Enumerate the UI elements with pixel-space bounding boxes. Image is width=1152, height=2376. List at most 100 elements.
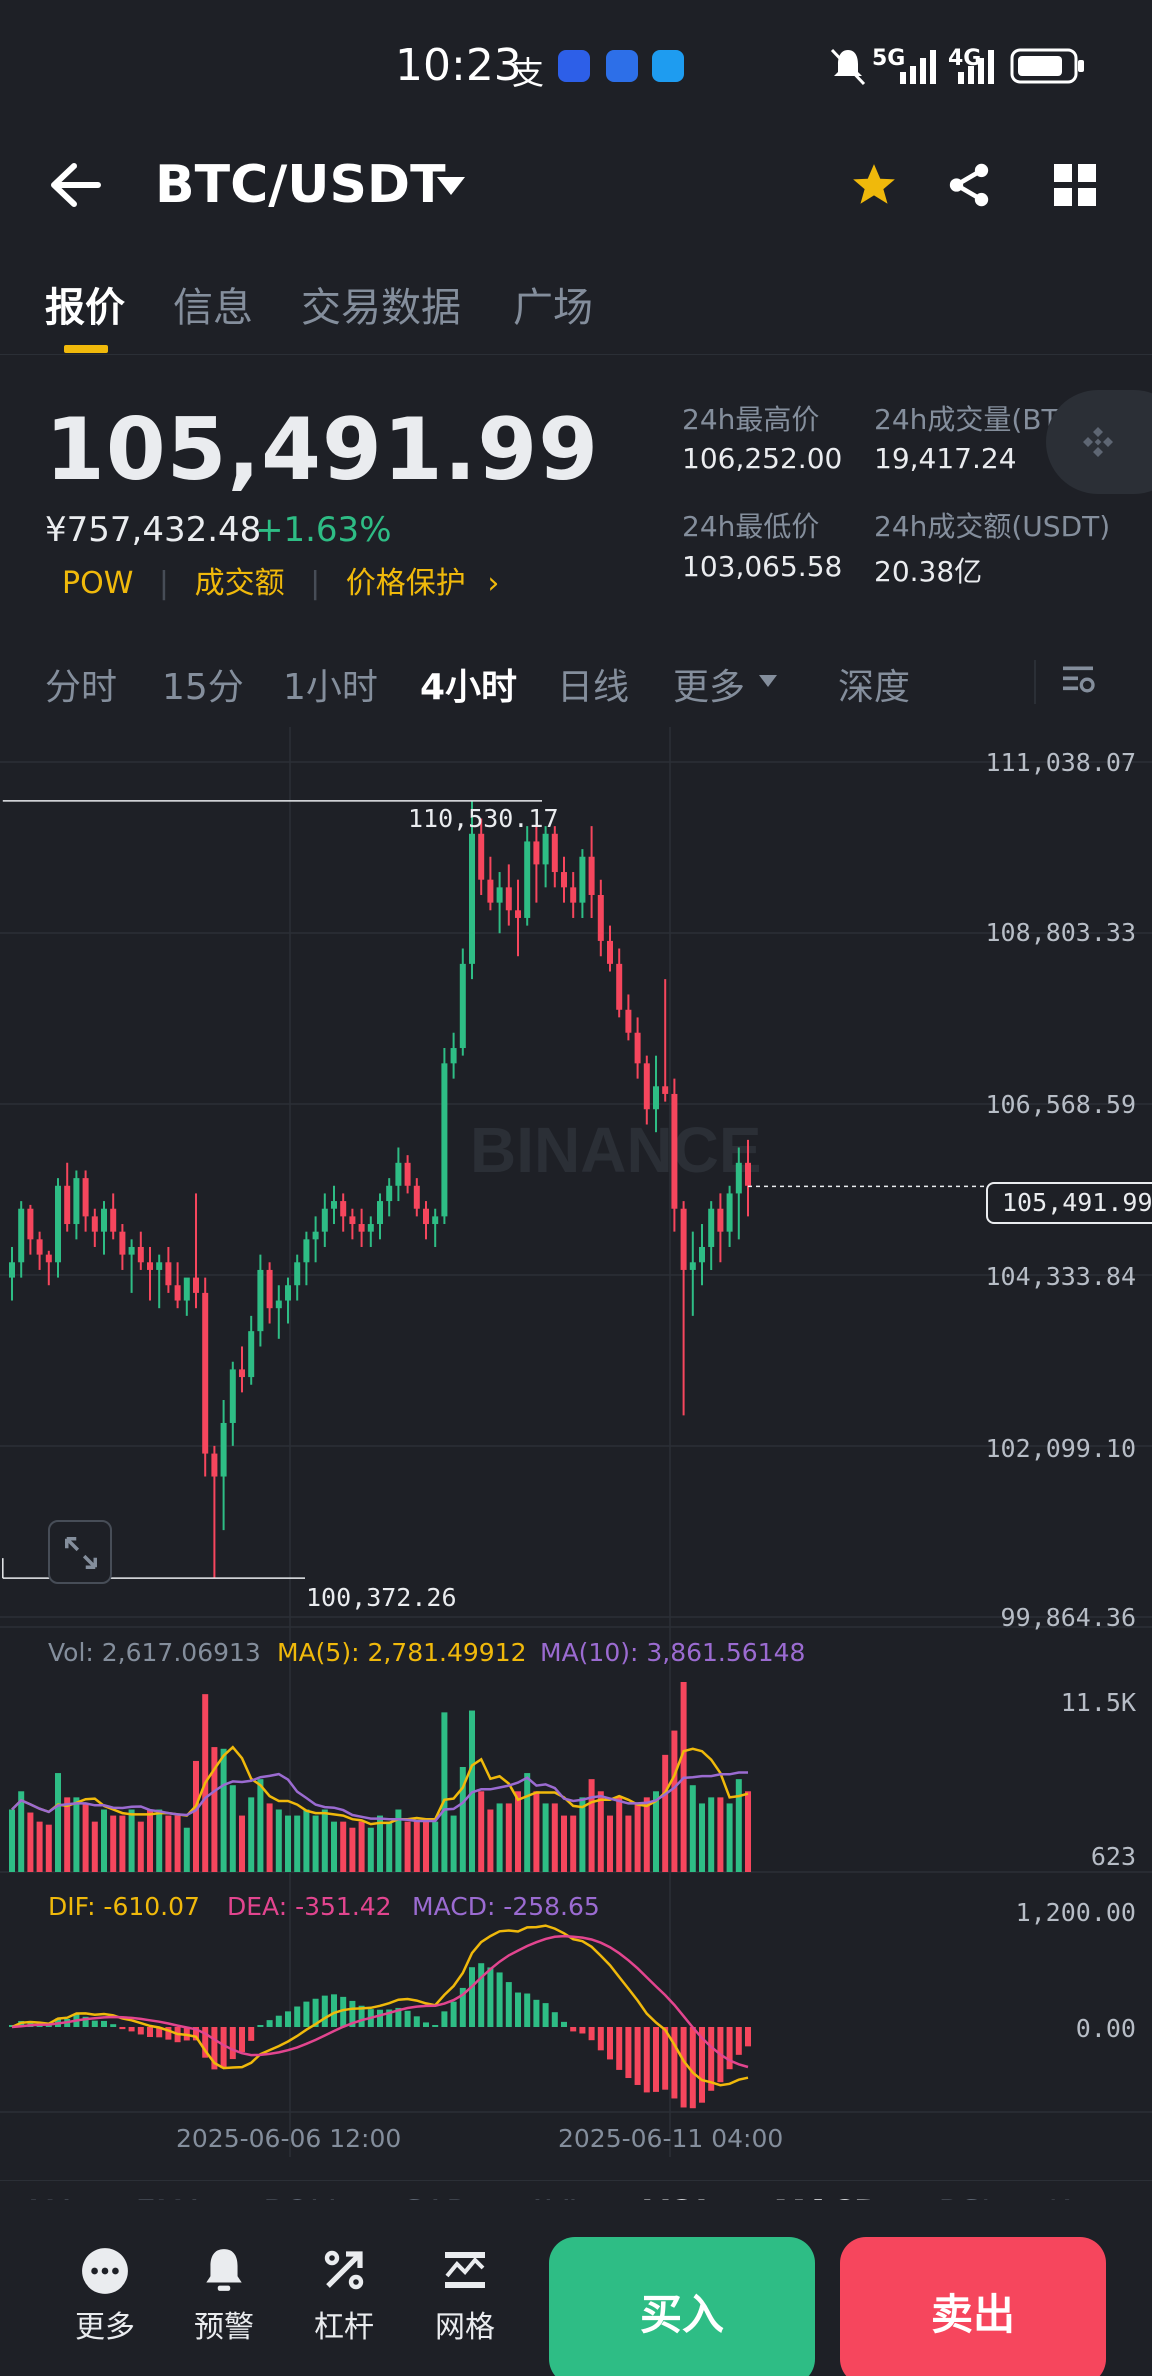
nav-alert[interactable]: 预警: [194, 2310, 254, 2345]
interval-1h[interactable]: 1小时: [283, 667, 378, 708]
tab-trading-data[interactable]: 交易数据: [301, 285, 461, 331]
candle-body: [496, 887, 503, 903]
interval-depth[interactable]: 深度: [838, 667, 911, 708]
tab-info[interactable]: 信息: [173, 285, 253, 331]
tag-price-protection[interactable]: 价格保护: [345, 566, 466, 601]
volume-bar: [119, 1815, 126, 1872]
candle-body: [303, 1239, 310, 1263]
volume-bar: [128, 1809, 135, 1872]
macd-bar: [395, 2007, 402, 2027]
candle-body: [64, 1185, 71, 1225]
sell-button[interactable]: 卖出: [840, 2237, 1106, 2376]
candle-body: [634, 1032, 641, 1064]
signal-icon-2: [958, 50, 994, 84]
last-price: 105,491.99: [45, 400, 600, 500]
chart-grid: [0, 727, 1152, 2157]
tag-pow[interactable]: POW: [62, 566, 134, 601]
macd-bar: [680, 2027, 687, 2108]
interval-more[interactable]: 更多: [673, 667, 746, 708]
nav-more[interactable]: 更多: [75, 2310, 135, 2345]
volume-bar: [331, 1821, 337, 1872]
low-marker-label: 100,372.26: [306, 1583, 457, 1612]
candle-body: [570, 887, 577, 903]
ma10-indicator: MA(10): 3,861.56148: [540, 1638, 806, 1667]
buy-button[interactable]: 买入: [549, 2237, 815, 2376]
macd-bar: [257, 2025, 264, 2027]
volume-bar: [312, 1815, 319, 1872]
macd-bar: [699, 2027, 705, 2103]
volume-bar: [689, 1785, 696, 1872]
volume-bar: [662, 1754, 669, 1872]
leverage-icon[interactable]: [320, 2246, 368, 2294]
nav-grid[interactable]: 网格: [435, 2310, 495, 2345]
share-icon[interactable]: [944, 160, 994, 210]
candle-body: [275, 1300, 282, 1309]
candle-body: [358, 1224, 365, 1232]
volume-bar: [745, 1791, 751, 1872]
time-tick-1: 2025-06-11 04:00: [558, 2124, 784, 2153]
macd-bar: [432, 2025, 439, 2027]
music-app-icon: [558, 50, 590, 82]
back-arrow-icon[interactable]: [48, 160, 102, 210]
candle-body: [220, 1422, 227, 1477]
candle-body: [331, 1201, 337, 1209]
macd-bar: [689, 2027, 696, 2109]
interval-1d[interactable]: 日线: [557, 667, 630, 708]
volume-bar: [248, 1797, 255, 1872]
volume-bar: [459, 1767, 466, 1872]
volume-bar: [487, 1809, 494, 1872]
macd-bar: [653, 2027, 659, 2092]
tab-square[interactable]: 广场: [513, 285, 593, 331]
vol-usdt-label: 24h成交额(USDT): [874, 510, 1111, 543]
macd-bar: [496, 1972, 503, 2027]
volume-bar: [229, 1785, 236, 1872]
candle-body: [110, 1208, 117, 1232]
volume-bar: [653, 1791, 659, 1872]
vol-indicator: Vol: 2,617.06913: [48, 1638, 261, 1667]
chart-settings-icon[interactable]: [1058, 660, 1098, 700]
volume-bar: [211, 1747, 218, 1872]
macd-bar: [735, 2027, 742, 2055]
volume-bar: [423, 1821, 429, 1872]
interval-4h[interactable]: 4小时: [420, 667, 518, 708]
nav-leverage[interactable]: 杠杆: [314, 2310, 374, 2345]
interval-time[interactable]: 分时: [45, 667, 118, 708]
tag-volume[interactable]: 成交额: [194, 566, 285, 601]
volume-bar: [404, 1821, 411, 1872]
fullscreen-button[interactable]: [48, 1520, 112, 1584]
price-chart[interactable]: BINANCE: [0, 727, 1152, 2157]
candle-body: [340, 1201, 347, 1217]
volume-bar: [64, 1797, 71, 1872]
pair-selector[interactable]: BTC/USDT: [155, 155, 446, 215]
volume-bar: [285, 1815, 291, 1872]
chevron-right-icon[interactable]: ›: [487, 566, 500, 601]
macd-bar: [413, 2016, 420, 2027]
candle-body: [128, 1246, 135, 1255]
tab-quote[interactable]: 报价: [45, 285, 125, 331]
status-time: 10:23: [395, 40, 522, 91]
candle-body: [505, 887, 512, 911]
volume-bar: [239, 1815, 245, 1872]
interval-15m[interactable]: 15分: [162, 667, 244, 708]
candle-body: [91, 1216, 98, 1232]
volume-bar: [524, 1773, 531, 1872]
lightbulb-app-icon: [606, 50, 638, 82]
macd-bar: [505, 1982, 512, 2027]
star-icon[interactable]: [848, 160, 900, 210]
candle-body: [386, 1185, 393, 1202]
grid-menu-icon[interactable]: [1054, 164, 1096, 206]
volume-bar: [110, 1815, 117, 1872]
more-dots-icon[interactable]: [80, 2246, 130, 2296]
grid-bot-icon[interactable]: [440, 2246, 490, 2294]
macd-bar: [239, 2027, 245, 2053]
bell-icon[interactable]: [199, 2244, 249, 2296]
pair-label: BTC/USDT: [155, 155, 446, 215]
dropdown-caret-icon[interactable]: [435, 175, 467, 197]
candle-body: [321, 1208, 328, 1232]
price-change: +1.63%: [255, 510, 392, 550]
macd-bar: [340, 1996, 347, 2027]
current-price-tag[interactable]: 105,491.99: [986, 1182, 1152, 1224]
floating-binance-button[interactable]: [1046, 390, 1152, 494]
candle-body: [294, 1262, 301, 1286]
more-caret-icon[interactable]: [758, 674, 778, 688]
